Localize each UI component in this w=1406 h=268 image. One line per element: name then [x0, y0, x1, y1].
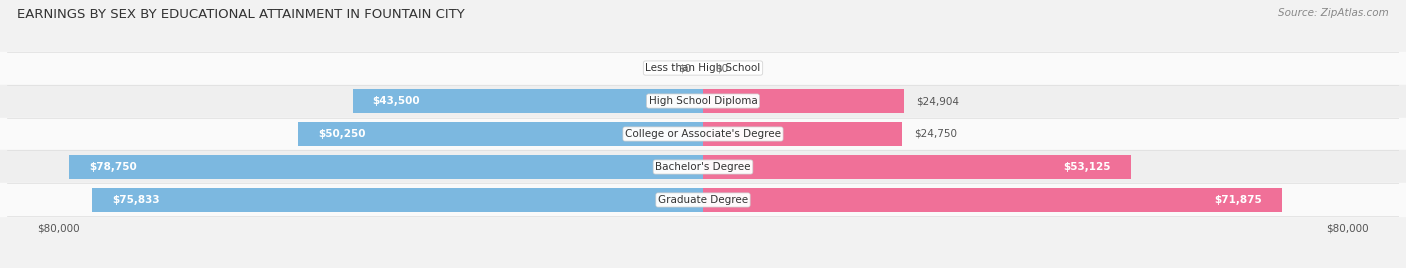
Text: Bachelor's Degree: Bachelor's Degree — [655, 162, 751, 172]
Bar — [0, 84, 1406, 117]
Bar — [0, 117, 1406, 151]
Bar — [0, 51, 1406, 84]
Text: $71,875: $71,875 — [1213, 195, 1261, 205]
Text: $78,750: $78,750 — [89, 162, 136, 172]
Text: $0: $0 — [678, 63, 690, 73]
Text: $50,250: $50,250 — [318, 129, 366, 139]
Text: $75,833: $75,833 — [112, 195, 160, 205]
Bar — [93, 188, 703, 211]
Text: $53,125: $53,125 — [1063, 162, 1111, 172]
Bar — [0, 151, 1406, 184]
Text: Less than High School: Less than High School — [645, 63, 761, 73]
Bar — [703, 155, 1130, 178]
Text: Graduate Degree: Graduate Degree — [658, 195, 748, 205]
Bar — [703, 122, 903, 146]
Bar — [0, 184, 1406, 217]
Text: Source: ZipAtlas.com: Source: ZipAtlas.com — [1278, 8, 1389, 18]
Text: College or Associate's Degree: College or Associate's Degree — [626, 129, 780, 139]
Bar — [298, 122, 703, 146]
Bar — [703, 90, 904, 113]
Text: $24,750: $24,750 — [914, 129, 957, 139]
Text: $43,500: $43,500 — [373, 96, 420, 106]
Bar — [353, 90, 703, 113]
Text: High School Diploma: High School Diploma — [648, 96, 758, 106]
Text: EARNINGS BY SEX BY EDUCATIONAL ATTAINMENT IN FOUNTAIN CITY: EARNINGS BY SEX BY EDUCATIONAL ATTAINMEN… — [17, 8, 464, 21]
Text: $0: $0 — [716, 63, 728, 73]
Text: $24,904: $24,904 — [915, 96, 959, 106]
Bar — [703, 188, 1282, 211]
Bar — [69, 155, 703, 178]
